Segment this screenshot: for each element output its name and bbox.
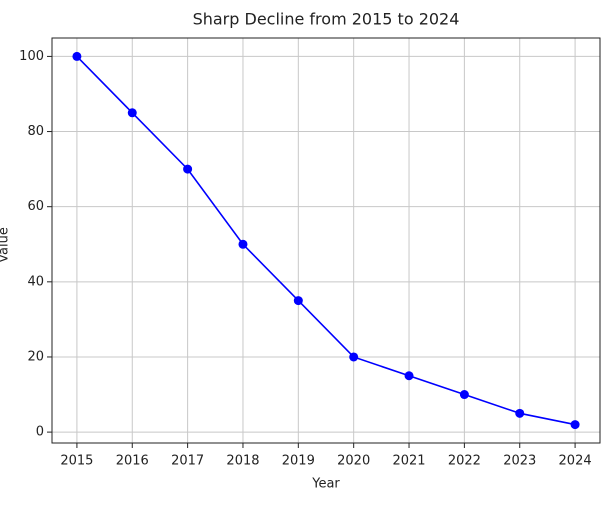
x-tick-label: 2021: [392, 454, 425, 469]
data-point: [570, 420, 580, 430]
y-tick-label: 20: [27, 349, 44, 364]
data-point: [293, 296, 303, 306]
data-point: [127, 108, 137, 118]
data-point: [72, 51, 82, 61]
x-tick-label: 2024: [559, 454, 592, 469]
y-tick-label: 0: [36, 425, 44, 440]
series-line: [76, 55, 576, 426]
x-tick-label: 2019: [282, 454, 315, 469]
y-tick-label: 100: [19, 49, 44, 64]
y-tick-label: 60: [27, 199, 44, 214]
data-point: [459, 390, 469, 400]
x-tick-label: 2017: [171, 454, 204, 469]
y-tick-label: 80: [27, 124, 44, 139]
x-tick-label: 2020: [337, 454, 370, 469]
data-point: [238, 239, 248, 249]
y-axis-label: Value: [0, 227, 12, 263]
x-tick-label: 2015: [60, 454, 93, 469]
plot-frame: [51, 37, 601, 444]
data-point: [515, 408, 525, 418]
data-point: [183, 164, 193, 174]
x-tick-label: 2018: [226, 454, 259, 469]
data-point: [404, 371, 414, 381]
x-tick-label: 2022: [448, 454, 481, 469]
x-tick-label: 2023: [503, 454, 536, 469]
y-tick-label: 40: [27, 274, 44, 289]
chart-title: Sharp Decline from 2015 to 2024: [193, 10, 460, 29]
x-axis-label: Year: [311, 477, 340, 492]
data-point: [349, 352, 359, 362]
x-tick-label: 2016: [116, 454, 149, 469]
